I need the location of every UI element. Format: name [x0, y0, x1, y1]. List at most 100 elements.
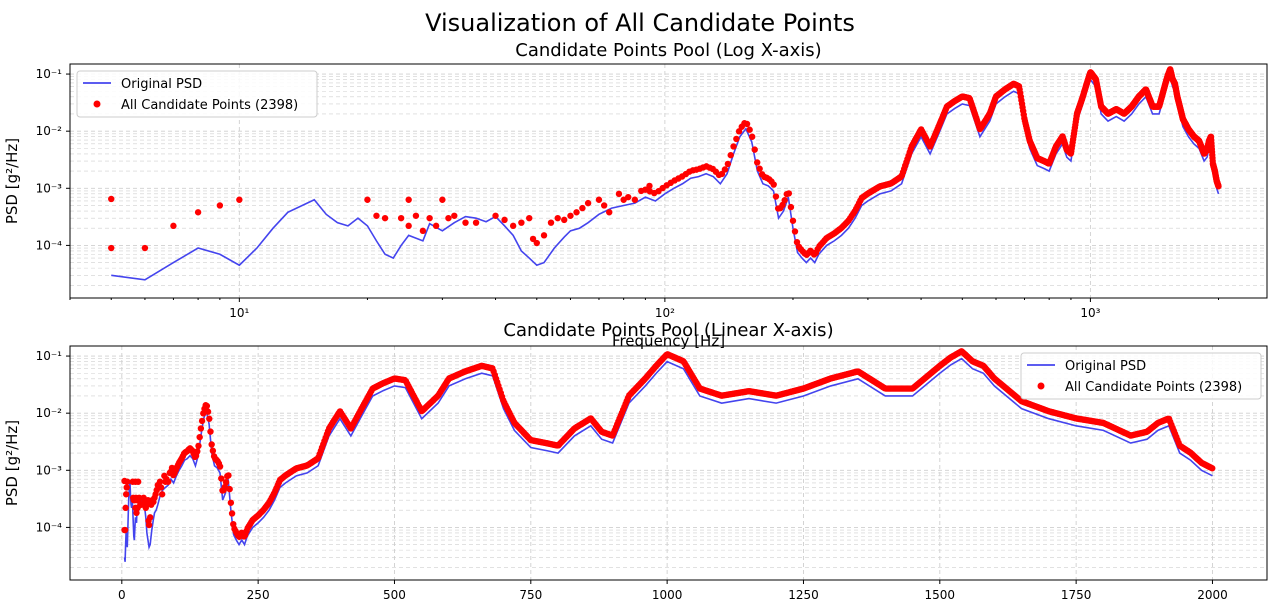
candidate-point [122, 504, 129, 512]
legend: Original PSD All Candidate Points (2398) [1020, 352, 1262, 400]
candidate-point [397, 214, 405, 222]
candidate-point [600, 202, 608, 209]
candidate-point [426, 214, 433, 222]
candidate-point [727, 151, 734, 159]
candidate-point [216, 463, 224, 470]
candidate-point [432, 222, 440, 230]
candidate-point [724, 160, 732, 168]
candidate-point [209, 447, 217, 454]
candidate-point [733, 135, 740, 143]
candidate-point [208, 441, 215, 448]
candidate-point [108, 244, 115, 252]
candidate-point [789, 217, 797, 224]
legend-label: All Candidate Points (2398) [121, 98, 298, 113]
x-tick-label: 10³ [1080, 306, 1100, 320]
candidate-points [108, 66, 1222, 258]
axes-frame [69, 345, 1268, 581]
legend-box [76, 70, 318, 118]
candidate-point [533, 239, 540, 247]
candidate-point [439, 196, 446, 203]
candidate-point [164, 478, 172, 485]
x-tick-label: 2000 [1197, 588, 1228, 602]
candidate-point [779, 201, 786, 209]
candidate-point [751, 146, 758, 153]
candidate-point [526, 214, 533, 222]
figure-suptitle: Visualization of All Candidate Points [425, 9, 855, 37]
candidate-point [158, 491, 166, 498]
candidate-point [194, 448, 201, 455]
candidate-point [227, 499, 235, 506]
x-tick-label: 750 [519, 588, 542, 602]
candidate-point [730, 143, 737, 150]
legend-marker-swatch [1037, 382, 1045, 390]
candidate-point [141, 244, 149, 252]
candidate-point [770, 181, 777, 188]
candidate-point [791, 228, 799, 235]
candidate-point [579, 204, 586, 212]
candidate-point [373, 212, 380, 219]
candidate-point [145, 521, 153, 529]
y-axis-label: PSD [g²/Hz] [3, 420, 21, 506]
y-tick-label: 10⁻² [36, 406, 63, 420]
candidate-point [133, 509, 140, 517]
candidate-point [631, 196, 639, 203]
candidate-point [540, 232, 548, 239]
candidate-point [772, 193, 780, 200]
y-axis-label: PSD [g²/Hz] [3, 138, 21, 224]
chart-title: Candidate Points Pool (Log X-axis) [515, 40, 821, 61]
axes-frame [69, 63, 1268, 299]
x-tick-label: 10¹ [229, 306, 249, 320]
candidate-point [216, 202, 224, 209]
candidate-point [203, 402, 211, 410]
x-tick-label: 250 [247, 588, 270, 602]
candidate-point [226, 485, 233, 493]
y-tick-label: 10⁻¹ [36, 67, 63, 81]
candidate-point [547, 219, 555, 226]
candidate-point [743, 120, 751, 128]
original-psd-line [111, 73, 1220, 281]
candidate-point [561, 216, 568, 224]
candidate-point [123, 484, 130, 491]
candidate-point [746, 126, 753, 133]
candidate-point [451, 212, 458, 219]
candidate-points [121, 348, 1216, 540]
candidate-point [122, 491, 130, 498]
y-tick-label: 10⁻² [36, 124, 63, 138]
candidate-point [445, 214, 452, 222]
candidate-point [134, 478, 142, 485]
candidate-point [606, 209, 613, 216]
x-tick-label: 1250 [788, 588, 819, 602]
candidate-point [529, 235, 537, 243]
candidate-point [156, 478, 164, 485]
candidate-point [472, 219, 480, 226]
candidate-point [492, 212, 499, 219]
x-tick-label: 1750 [1061, 588, 1092, 602]
log-x-axis-chart: 10¹ 10² 10³ 10⁻⁴ 10⁻³ 10⁻² 10⁻¹ Candidate Point… [3, 40, 1268, 350]
x-tick-label: 1500 [925, 588, 956, 602]
candidate-point [218, 475, 225, 482]
candidate-point [204, 408, 212, 415]
candidate-point [567, 212, 574, 219]
y-tick-label: 10⁻³ [36, 181, 63, 195]
candidate-point [749, 133, 756, 140]
candidate-point [157, 484, 165, 491]
candidate-point [207, 428, 214, 435]
candidate-point [364, 196, 371, 203]
x-tick-label: 500 [383, 588, 406, 602]
candidate-point [781, 197, 788, 204]
candidate-point [462, 219, 469, 226]
y-tick-label: 10⁻¹ [36, 349, 63, 363]
candidate-point [124, 478, 131, 485]
candidate-point [501, 216, 508, 224]
legend-marker-swatch [93, 100, 101, 108]
candidate-point [405, 222, 412, 230]
linear-x-axis-chart: 0 250 500 750 1000 1250 1500 1750 2000 10⁻⁴ 10⁻³ 10… [3, 320, 1268, 612]
candidate-point [509, 222, 517, 230]
candidate-point [222, 479, 230, 486]
y-tick-label: 10⁻⁴ [36, 238, 63, 252]
x-tick-label: 0 [118, 588, 126, 602]
candidate-point [615, 190, 623, 198]
legend-label: Original PSD [1065, 359, 1146, 374]
legend-label: All Candidate Points (2398) [1065, 380, 1242, 395]
candidate-point [108, 195, 115, 203]
